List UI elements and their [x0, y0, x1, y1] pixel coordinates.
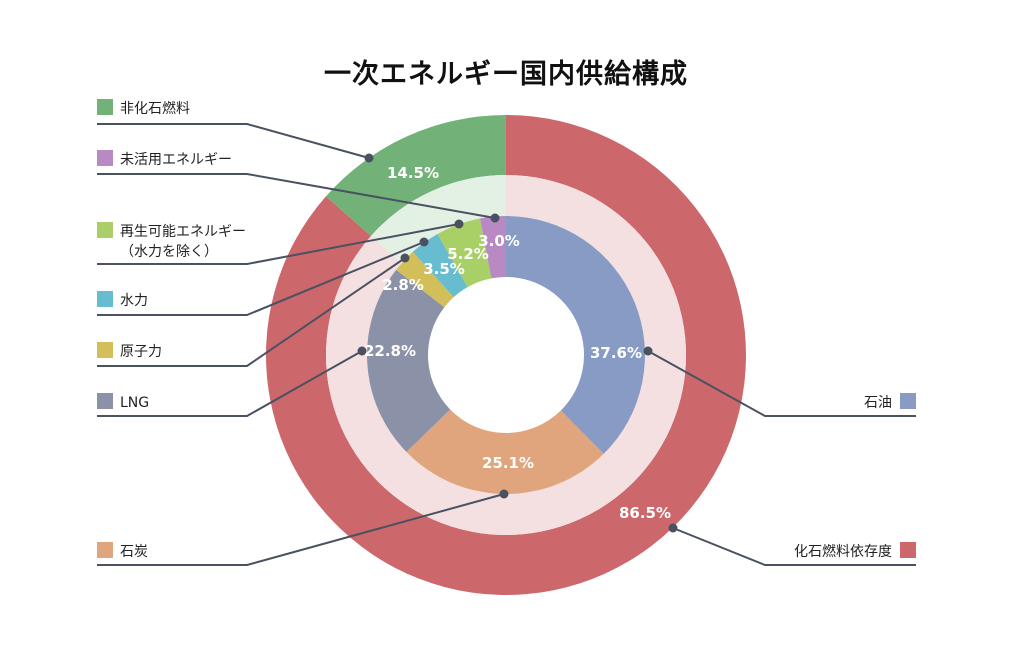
value-label: 3.0%	[478, 232, 520, 250]
slice-inner-4	[412, 234, 468, 298]
value-label: 14.5%	[387, 164, 439, 182]
legend-label: 化石燃料依存度	[794, 543, 892, 560]
value-label: 22.8%	[364, 342, 416, 360]
leader-line	[97, 223, 460, 265]
leader-dot	[419, 237, 429, 247]
band-non-fossil	[370, 175, 506, 264]
value-label: 37.6%	[590, 344, 642, 362]
value-label: 5.2%	[447, 245, 489, 263]
slice-inner-1	[406, 409, 604, 494]
slice-inner-6	[479, 216, 506, 279]
leader-line	[97, 350, 363, 417]
legend-label: 再生可能エネルギー	[120, 224, 246, 240]
legend-swatch	[900, 542, 916, 558]
legend-label: 石炭	[120, 544, 148, 560]
slice-inner-2	[367, 269, 451, 453]
chart-title: 一次エネルギー国内供給構成	[324, 59, 688, 90]
value-label: 2.8%	[382, 276, 424, 294]
legend-swatch	[900, 393, 916, 409]
leader-line	[97, 123, 370, 159]
leader-line	[97, 241, 425, 316]
slice-non-fossil	[325, 115, 506, 236]
leader-line	[97, 173, 496, 219]
legend-label: 水力	[120, 293, 148, 309]
legend-label: 未活用エネルギー	[120, 152, 232, 168]
slice-inner-5	[437, 218, 492, 288]
slice-inner-3	[396, 251, 454, 308]
slice-inner-0	[506, 216, 646, 454]
legend-swatch	[97, 99, 113, 115]
legend-swatch	[97, 542, 113, 558]
leader-line	[672, 527, 916, 566]
leader-dot	[643, 346, 653, 356]
leader-dot	[364, 153, 374, 163]
leader-line	[647, 350, 916, 417]
legend-swatch	[97, 342, 113, 358]
leader-dot	[499, 489, 509, 499]
legend-label: 原子力	[120, 344, 162, 360]
value-label: 25.1%	[482, 454, 534, 472]
legend-swatch	[97, 222, 113, 238]
legend-swatch	[97, 291, 113, 307]
leader-dot	[668, 523, 678, 533]
leader-dot	[400, 253, 410, 263]
legend-swatch	[97, 393, 113, 409]
legend-swatch	[97, 150, 113, 166]
value-label: 3.5%	[423, 260, 465, 278]
leader-dot	[357, 346, 367, 356]
legend-label: （水力を除く）	[120, 244, 218, 260]
leader-line	[97, 493, 505, 566]
leader-dot	[454, 219, 464, 229]
legend-label: 非化石燃料	[120, 100, 190, 117]
value-label: 86.5%	[619, 504, 671, 522]
legend-label: LNG	[120, 395, 149, 411]
legend-label: 石油	[864, 395, 892, 411]
leader-line	[97, 257, 406, 367]
leader-dot	[490, 213, 500, 223]
